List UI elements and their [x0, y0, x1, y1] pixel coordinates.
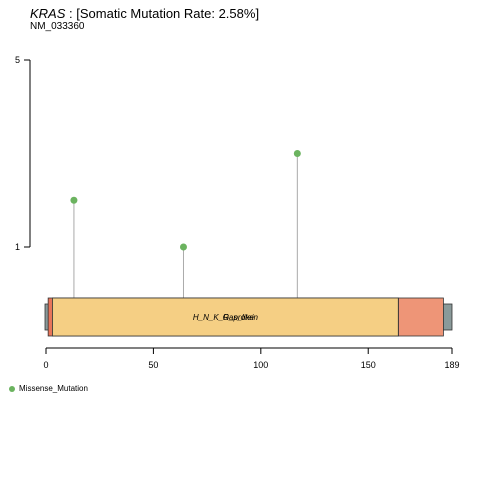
gene-name: KRAS	[30, 6, 66, 21]
domain-c-terminal	[397, 297, 444, 337]
transcript-id: NM_033360	[30, 21, 85, 32]
x-tick-label-189: 189	[444, 360, 459, 370]
legend-label-missense: Missense_Mutation	[19, 384, 88, 393]
mutation-point-64	[179, 243, 187, 251]
mutation-point-13	[70, 196, 78, 204]
x-tick-label-100: 100	[253, 360, 268, 370]
x-tick-label-150: 150	[361, 360, 376, 370]
legend-marker-missense	[9, 385, 15, 392]
domain-label-g-protein: G_protein	[223, 313, 259, 322]
domain-g-protein	[52, 297, 399, 337]
domain-small-n-terminal	[47, 297, 53, 337]
mutation-rate-text: : [Somatic Mutation Rate: 2.58%]	[65, 6, 260, 21]
mutation-point-117	[293, 150, 301, 157]
y-tick-label-1: 1	[15, 242, 20, 252]
legend: Missense_Mutation	[9, 384, 88, 393]
x-tick-label-50: 50	[148, 360, 158, 370]
protein-backbone-end	[442, 303, 453, 331]
domain-label-ras-like: H_N_K_Ras_like	[193, 313, 254, 322]
chart-title: KRAS : [Somatic Mutation Rate: 2.58%]	[30, 6, 259, 21]
y-tick-label-5: 5	[15, 55, 20, 65]
x-tick-label-0: 0	[43, 360, 48, 370]
